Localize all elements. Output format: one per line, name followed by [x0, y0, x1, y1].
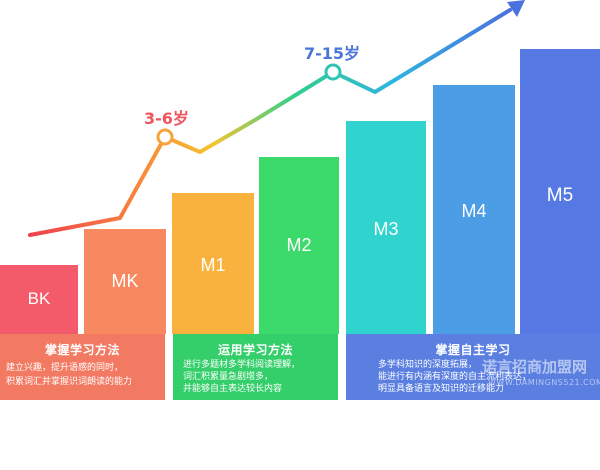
- panel-title: 掌握自主学习: [435, 343, 511, 357]
- panel-description: 进行多题材多学科阅读理解， 词汇积累量急剧增多， 并能够自主表达较长内容: [173, 359, 338, 395]
- level-bar-mk: MK: [84, 229, 166, 334]
- panel-learning-methods: 掌握学习方法 建立兴趣，提升语感的同时， 积累词汇并掌握识词朗读的能力: [0, 334, 165, 400]
- trend-polyline: [28, 8, 512, 237]
- watermark-url: WWW.DAMINGNS521.COM: [488, 378, 600, 387]
- panel-line: 能进行有内涵有深度的自主流利表达，: [378, 372, 532, 382]
- level-bar-m5: M5: [520, 49, 600, 334]
- level-bar-m3: M3: [346, 121, 426, 334]
- age-label-7-15: 7-15岁: [304, 44, 361, 63]
- panel-description: 多学科知识的深度拓展， 能进行有内涵有深度的自主流利表达， 明显具备语言及知识的…: [346, 359, 600, 395]
- level-bar-m4: M4: [433, 85, 515, 334]
- panel-line: 并能够自主表达较长内容: [183, 384, 283, 394]
- panel-line: 明显具备语言及知识的迁移能力: [378, 384, 505, 394]
- arrow-head-icon: [507, 0, 525, 17]
- panel-apply-methods: 运用学习方法 进行多题材多学科阅读理解， 词汇积累量急剧增多， 并能够自主表达较…: [173, 334, 338, 400]
- age-marker-circle-1: [156, 128, 174, 146]
- panel-self-learning: 掌握自主学习 多学科知识的深度拓展， 能进行有内涵有深度的自主流利表达， 明显具…: [346, 334, 600, 400]
- age-label-3-6: 3-6岁: [144, 109, 189, 128]
- age-marker-circle-2: [324, 63, 342, 81]
- panel-description: 建立兴趣，提升语感的同时， 积累词汇并掌握识词朗读的能力: [0, 361, 165, 389]
- growth-trend-line: [28, 0, 525, 237]
- level-label: M1: [200, 255, 226, 275]
- level-bar-m2: M2: [259, 157, 339, 334]
- learning-stages-diagram: 3-6岁 7-15岁 BK MK M1 M2 M3 M4 M5 掌握学习方法 建立兴趣，提升…: [0, 0, 600, 400]
- level-bar-bk: BK: [0, 265, 78, 334]
- panel-line: 词汇积累量急剧增多，: [183, 372, 274, 382]
- panel-line: 积累词汇并掌握识词朗读的能力: [6, 377, 133, 387]
- level-label: M4: [461, 201, 487, 221]
- level-label: BK: [27, 289, 51, 308]
- panel-line: 进行多题材多学科阅读理解，: [183, 360, 301, 370]
- level-label: MK: [111, 271, 139, 291]
- panel-title: 掌握学习方法: [44, 343, 120, 357]
- panel-line: 建立兴趣，提升语感的同时，: [6, 363, 124, 373]
- level-label: M5: [546, 185, 574, 206]
- level-bar-m1: M1: [172, 193, 254, 334]
- level-label: M2: [286, 235, 312, 255]
- watermark-brand: 诺言招商加盟网: [482, 358, 588, 376]
- level-label: M3: [373, 219, 399, 239]
- panel-line: 多学科知识的深度拓展，: [378, 360, 478, 370]
- panel-title: 运用学习方法: [217, 343, 293, 357]
